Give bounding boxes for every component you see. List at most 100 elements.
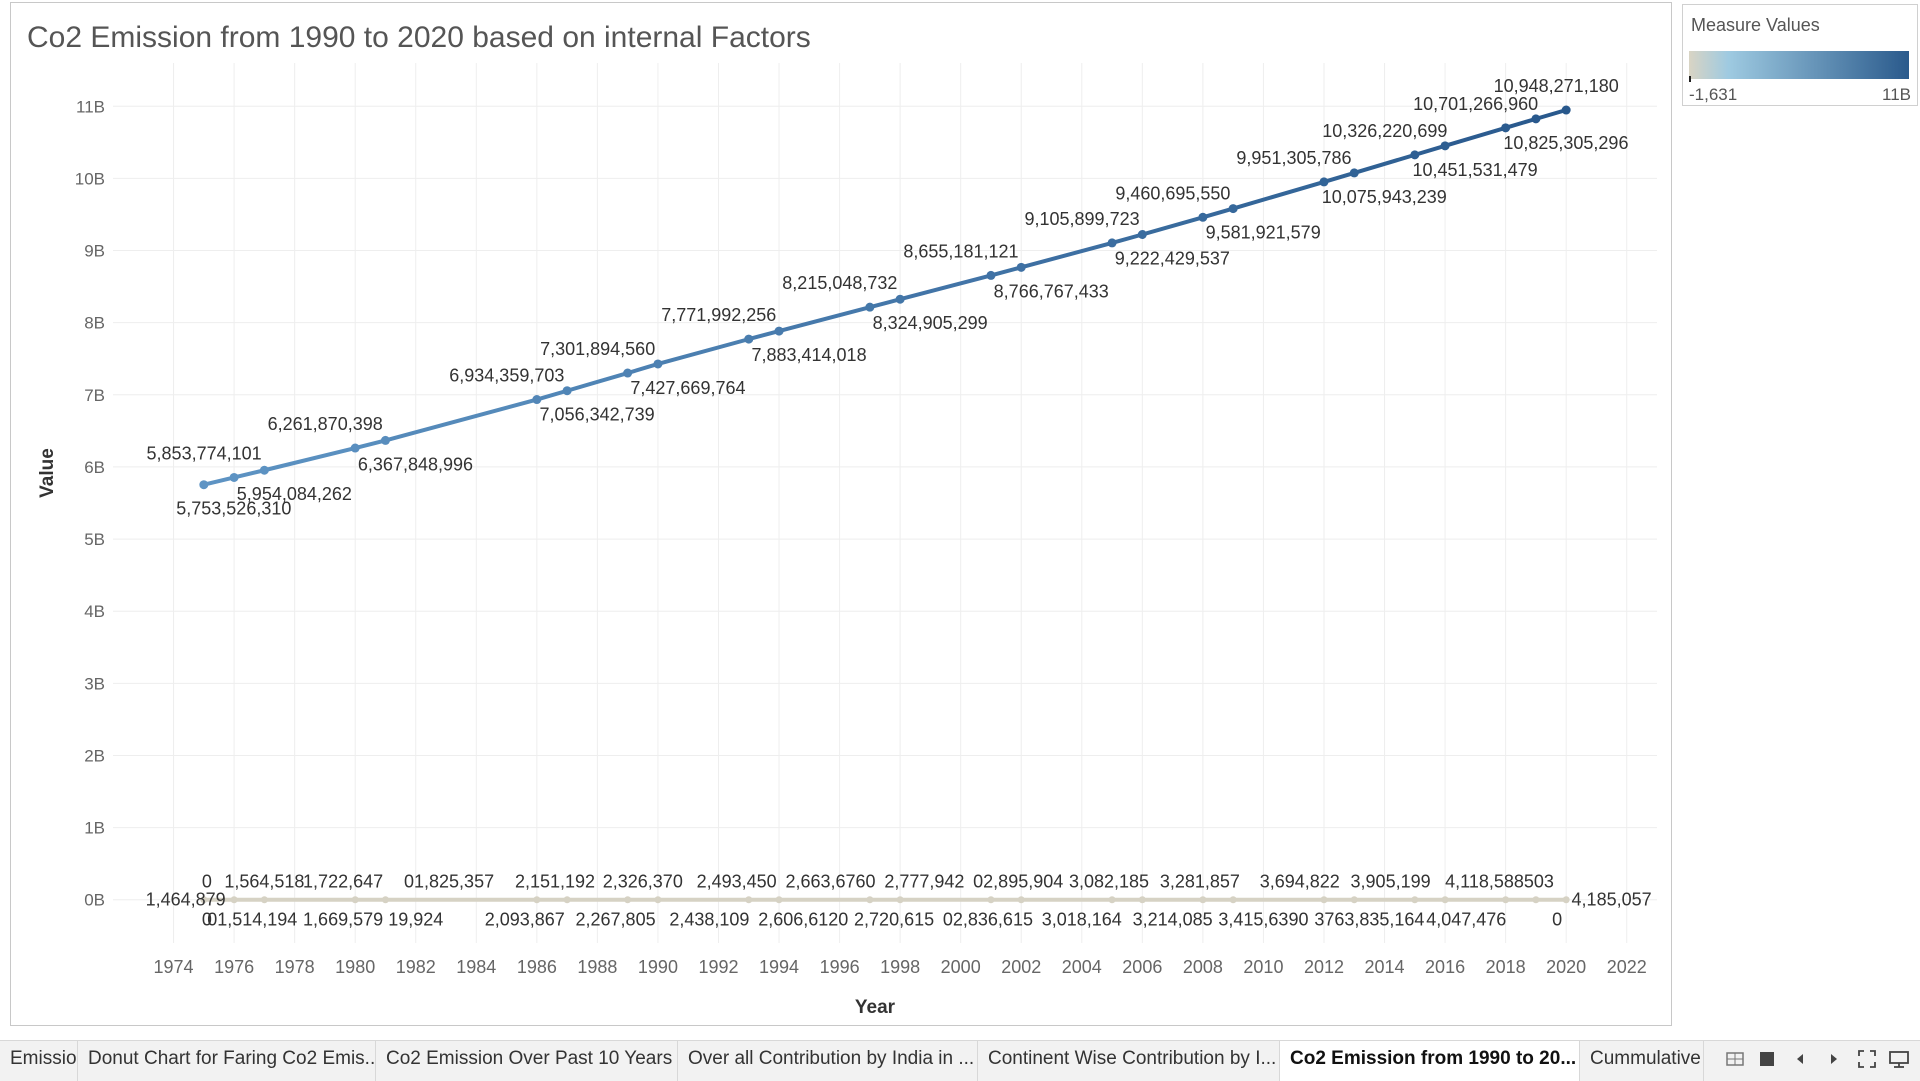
y-tick-label: 11B <box>76 97 105 116</box>
series-line-segment <box>988 265 1024 278</box>
y-tick-label: 9B <box>84 242 105 261</box>
legend-min-label: -1,631 <box>1689 85 1738 104</box>
series-line-segment <box>625 361 660 376</box>
x-tick-label: 2012 <box>1304 957 1344 977</box>
x-tick-label: 2006 <box>1122 957 1162 977</box>
fullscreen-icon[interactable] <box>1856 1049 1878 1071</box>
data-point <box>654 896 662 904</box>
tab-continent-wise[interactable]: Continent Wise Contribution by I... <box>978 1041 1280 1081</box>
series-line-segment <box>777 305 872 334</box>
series-line-segment <box>655 337 751 366</box>
data-label: 01,825,357 <box>404 872 494 892</box>
tab-india-contribution[interactable]: Over all Contribution by India in ... <box>678 1041 978 1081</box>
y-tick-label: 7B <box>84 386 105 405</box>
data-point <box>1561 105 1571 115</box>
data-label: 6,934,359,703 <box>449 366 564 386</box>
series-line-segment <box>262 446 358 473</box>
tab-past-10-years[interactable]: Co2 Emission Over Past 10 Years <box>376 1041 678 1081</box>
y-tick-label: 1B <box>84 819 105 838</box>
chart-sheet: Co2 Emission from 1990 to 2020 based on … <box>10 2 1672 1026</box>
series-line-segment <box>383 397 539 443</box>
data-label: 02,895,904 <box>973 872 1063 892</box>
x-tick-label: 1978 <box>275 957 315 977</box>
x-tick-label: 2010 <box>1243 957 1283 977</box>
chart-title: Co2 Emission from 1990 to 2020 based on … <box>27 21 811 54</box>
x-tick-label: 1998 <box>880 957 920 977</box>
sheet-view-icon[interactable] <box>1756 1049 1778 1071</box>
line-chart: 1974 1976 1978 1980 1982 1984 1986 1988 1990 1992… <box>37 63 1657 1018</box>
data-label: 7,056,342,739 <box>540 405 655 425</box>
legend-title: Measure Values <box>1691 15 1820 35</box>
data-point <box>1107 238 1117 248</box>
x-tick-label: 2004 <box>1062 957 1102 977</box>
data-label: 7,771,992,256 <box>661 305 776 325</box>
data-point <box>1440 141 1450 151</box>
data-label: 3,694,822 <box>1260 872 1340 892</box>
y-tick-label: 5B <box>84 530 105 549</box>
tab-co2-1990-2020[interactable]: Co2 Emission from 1990 to 20... <box>1280 1041 1580 1081</box>
data-point <box>229 472 239 482</box>
next-tab-icon[interactable] <box>1822 1049 1844 1071</box>
tab-donut-chart[interactable]: Donut Chart for Faring Co2 Emis... <box>78 1041 376 1081</box>
data-label: 01,514,194 <box>207 910 297 930</box>
data-label: 7,301,894,560 <box>540 339 655 359</box>
data-point <box>381 896 389 904</box>
data-point <box>774 326 784 336</box>
series-line-segment <box>1503 116 1538 130</box>
legend-gradient-bar <box>1689 51 1909 79</box>
data-point <box>1228 204 1238 214</box>
data-point <box>199 480 209 490</box>
data-point <box>533 896 541 904</box>
data-label: 2,606,6120 <box>758 910 848 930</box>
data-label: 10,825,305,296 <box>1503 133 1628 153</box>
data-label: 2,663,6760 <box>785 872 875 892</box>
data-point <box>1319 177 1329 187</box>
data-point <box>1441 896 1449 904</box>
data-label: 9,581,921,579 <box>1206 223 1321 243</box>
x-tick-label: 2022 <box>1607 957 1647 977</box>
data-point <box>351 896 359 904</box>
data-point <box>895 294 905 304</box>
data-point <box>987 896 995 904</box>
data-label: 5,853,774,101 <box>147 443 262 463</box>
x-tick-label: 1986 <box>517 957 557 977</box>
data-point <box>986 270 996 280</box>
series-line-segment <box>565 371 630 393</box>
data-point <box>744 334 754 344</box>
data-point <box>1410 150 1420 160</box>
series-line-segment <box>353 438 388 451</box>
data-label: 2,151,192 <box>515 872 595 892</box>
y-axis-title: Value <box>37 448 58 498</box>
data-label: 3,905,199 <box>1351 872 1431 892</box>
color-legend[interactable]: Measure Values -1,631 11B <box>1682 4 1918 106</box>
x-tick-label: 2014 <box>1365 957 1405 977</box>
series-line-segment <box>898 273 993 302</box>
prev-tab-icon[interactable] <box>1790 1049 1812 1071</box>
data-label: 5,753,526,310 <box>176 499 291 519</box>
data-label: 1,722,647 <box>303 872 383 892</box>
series-line-segment <box>867 297 903 310</box>
data-label: 5,954,084,262 <box>237 484 352 504</box>
data-point <box>1016 262 1026 272</box>
x-tick-label: 1990 <box>638 957 678 977</box>
data-point <box>259 465 269 475</box>
series-line-segment <box>232 468 267 480</box>
data-label: 6,261,870,398 <box>268 414 383 434</box>
data-label: 4,185,057 <box>1572 890 1652 910</box>
tab-emission[interactable]: Emission <box>0 1041 78 1081</box>
tab-cummulative[interactable]: Cummulative <box>1580 1041 1704 1081</box>
data-label: 2,326,370 <box>603 872 683 892</box>
data-label: 8,324,905,299 <box>873 313 988 333</box>
data-point <box>1531 114 1541 124</box>
data-point <box>1532 896 1540 904</box>
presentation-icon[interactable] <box>1888 1049 1910 1071</box>
data-label: 02,836,615 <box>943 910 1033 930</box>
legend-marker <box>1689 76 1691 82</box>
y-tick-label: 6B <box>84 458 105 477</box>
grid-view-icon[interactable] <box>1724 1049 1746 1071</box>
data-label: 2,720,615 <box>854 910 934 930</box>
data-label: 7,427,669,764 <box>630 378 745 398</box>
data-label: 10,451,531,479 <box>1413 160 1538 180</box>
data-label: 0 <box>202 910 212 930</box>
data-label: 1,669,579 <box>303 910 383 930</box>
